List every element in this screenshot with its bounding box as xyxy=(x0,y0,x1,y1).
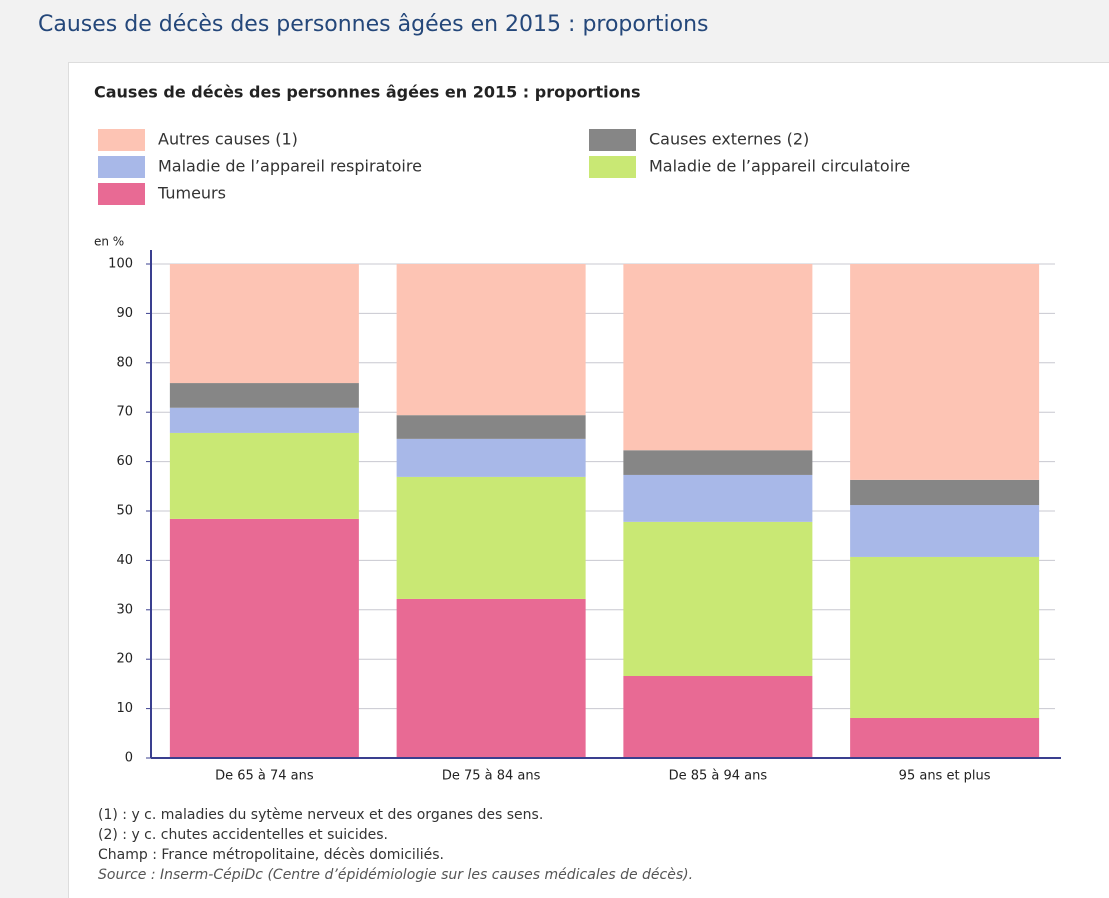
x-tick-label: De 75 à 84 ans xyxy=(442,769,541,784)
y-tick-label: 70 xyxy=(116,405,133,420)
chart-title: Causes de décès des personnes âgées en 2… xyxy=(94,83,640,102)
x-tick-label: De 65 à 74 ans xyxy=(215,769,314,784)
bar-segment xyxy=(169,407,359,433)
bar-segment xyxy=(623,675,813,758)
note: Champ : France métropolitaine, décès dom… xyxy=(98,847,444,863)
legend-swatch xyxy=(98,156,145,178)
page-title: Causes de décès des personnes âgées en 2… xyxy=(38,12,709,37)
y-tick-label: 40 xyxy=(116,553,133,568)
bar-segment xyxy=(623,264,813,451)
y-tick-label: 90 xyxy=(116,306,133,321)
y-tick-label: 0 xyxy=(125,751,133,766)
y-label: en % xyxy=(94,235,124,249)
y-tick-label: 80 xyxy=(116,355,133,370)
bar-segment xyxy=(396,598,586,758)
bar-segment xyxy=(623,521,813,676)
y-tick-label: 100 xyxy=(108,257,133,272)
x-tick-label: De 85 à 94 ans xyxy=(669,769,768,784)
source: Source : Inserm-CépiDc (Centre d’épidémi… xyxy=(98,867,693,883)
legend-label: Causes externes (2) xyxy=(649,130,809,149)
legend-swatch xyxy=(589,129,636,151)
bar-segment xyxy=(850,479,1040,506)
legend-label: Tumeurs xyxy=(157,184,226,203)
y-tick-label: 30 xyxy=(116,602,133,617)
note: (1) : y c. maladies du sytème nerveux et… xyxy=(98,807,543,823)
legend-swatch xyxy=(98,183,145,205)
legend-label: Maladie de l’appareil respiratoire xyxy=(158,157,422,176)
bar-segment xyxy=(169,432,359,519)
note: (2) : y c. chutes accidentelles et suici… xyxy=(98,827,388,843)
bar-segment xyxy=(396,476,586,599)
y-tick-label: 10 xyxy=(116,701,133,716)
bar-segment xyxy=(850,264,1040,480)
bar-segment xyxy=(850,505,1040,557)
y-tick-label: 20 xyxy=(116,652,133,667)
x-tick-label: 95 ans et plus xyxy=(899,769,991,784)
bar-segment xyxy=(623,450,813,475)
bar-segment xyxy=(396,264,586,416)
bar-segment xyxy=(169,264,359,384)
y-tick-label: 60 xyxy=(116,454,133,469)
bar-segment xyxy=(396,415,586,439)
legend-label: Autres causes (1) xyxy=(158,130,298,149)
legend-swatch xyxy=(589,156,636,178)
legend-label: Maladie de l’appareil circulatoire xyxy=(649,157,910,176)
bar-segment xyxy=(850,717,1040,758)
bar-segment xyxy=(623,474,813,522)
bar-segment xyxy=(850,556,1040,718)
bar-segment xyxy=(169,383,359,408)
bar-segment xyxy=(169,518,359,758)
legend-swatch xyxy=(98,129,145,151)
y-tick-label: 50 xyxy=(116,504,133,519)
bar-segment xyxy=(396,438,586,477)
